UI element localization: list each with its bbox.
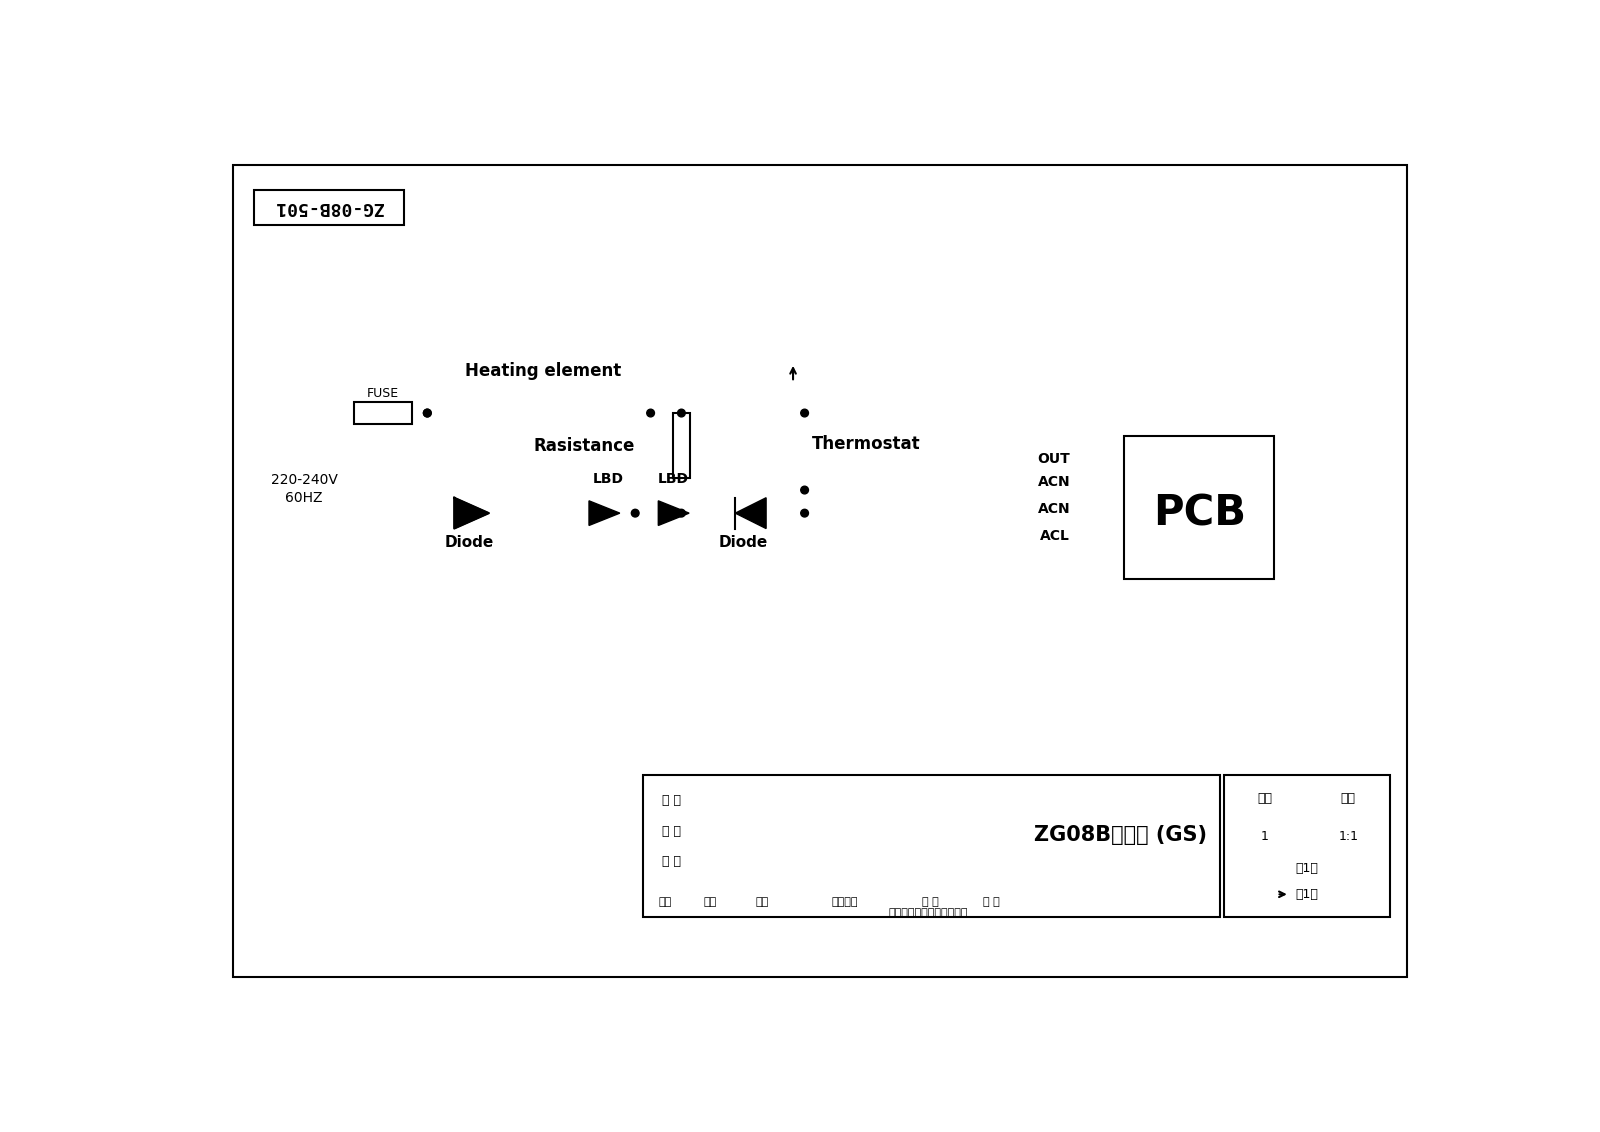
Circle shape: [424, 409, 430, 417]
Circle shape: [800, 486, 808, 494]
Polygon shape: [454, 498, 490, 529]
Text: 签 名: 签 名: [922, 897, 939, 907]
Text: LBD: LBD: [592, 472, 624, 487]
Bar: [254, 190, 405, 225]
Text: 批 准: 批 准: [662, 855, 682, 867]
Text: Diode: Diode: [445, 535, 494, 550]
Bar: [354, 402, 411, 423]
Text: 校 对: 校 对: [662, 825, 682, 838]
Text: 数量: 数量: [704, 897, 717, 907]
Text: ACN: ACN: [1038, 475, 1070, 489]
Bar: [643, 775, 1221, 917]
Polygon shape: [658, 500, 690, 525]
Text: OUT: OUT: [1037, 453, 1070, 466]
Polygon shape: [736, 498, 766, 529]
Text: 第1页: 第1页: [1296, 863, 1318, 875]
Circle shape: [677, 409, 685, 417]
Text: 1: 1: [1261, 830, 1269, 843]
Text: 1:1: 1:1: [1338, 830, 1358, 843]
Text: ZG-08B-501: ZG-08B-501: [274, 198, 382, 216]
Bar: [674, 413, 690, 479]
Text: Diode: Diode: [718, 535, 768, 550]
Text: Heating element: Heating element: [464, 362, 621, 379]
Text: 中山市金阳堆电器有限公司: 中山市金阳堆电器有限公司: [888, 908, 968, 918]
Text: FUSE: FUSE: [366, 386, 398, 400]
Text: 日 期: 日 期: [984, 897, 1000, 907]
Text: LBD: LBD: [658, 472, 690, 487]
Circle shape: [800, 509, 808, 517]
Text: 60HZ: 60HZ: [285, 491, 323, 505]
Polygon shape: [589, 500, 619, 525]
Text: Rasistance: Rasistance: [534, 437, 635, 455]
Text: PCB: PCB: [1152, 492, 1246, 534]
Text: Thermostat: Thermostat: [813, 435, 922, 453]
Text: 尺寸: 尺寸: [1258, 791, 1272, 805]
Text: 更改单号: 更改单号: [832, 897, 858, 907]
Text: 分区: 分区: [755, 897, 770, 907]
Text: ACN: ACN: [1038, 503, 1070, 516]
Text: 共1页: 共1页: [1296, 887, 1318, 901]
Text: 比例: 比例: [1341, 791, 1355, 805]
Text: ZG08B电路图 (GS): ZG08B电路图 (GS): [1034, 825, 1206, 844]
Circle shape: [646, 409, 654, 417]
Text: 220-240V: 220-240V: [270, 473, 338, 487]
Circle shape: [424, 409, 430, 417]
Circle shape: [800, 409, 808, 417]
Bar: [1224, 775, 1390, 917]
Text: ACL: ACL: [1040, 530, 1070, 543]
Text: 设 计: 设 计: [662, 794, 682, 807]
Circle shape: [677, 509, 685, 517]
Circle shape: [632, 509, 638, 517]
Bar: [1125, 436, 1274, 578]
Text: 标记: 标记: [659, 897, 672, 907]
